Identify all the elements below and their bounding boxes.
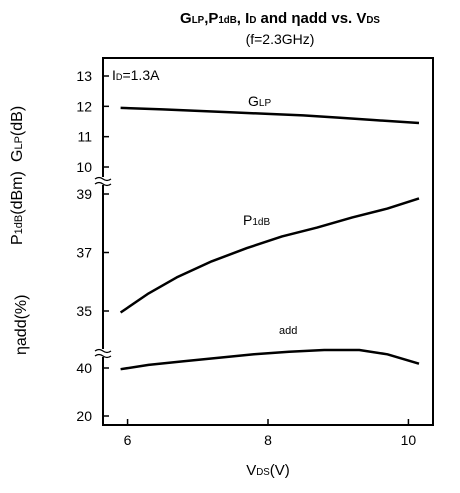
p1db-ytick-label: 37 (76, 245, 92, 261)
panel-p1db: 39 37 35 P1dB(dBm) P1dB (9, 171, 420, 359)
eff-series-line (120, 348, 420, 371)
axis-break-glp (94, 176, 112, 187)
chart-title: GLP,P1dB, ID and ηadd vs. VDS (180, 10, 380, 27)
eff-y-label: ηadd(%) (13, 295, 30, 355)
panel-glp: 13 12 11 10 GLP(dB) GLP (9, 68, 420, 187)
glp-ytick-label: 13 (76, 68, 92, 84)
xtick-label: 10 (401, 432, 417, 448)
p1db-series-line (119, 197, 420, 314)
glp-ytick-label: 11 (77, 129, 92, 145)
xtick-label: 8 (264, 432, 272, 448)
p1db-y-label: P1dB(dBm) (9, 171, 26, 245)
x-axis-label: VDS(V) (246, 462, 290, 479)
chart-subtitle: (f=2.3GHz) (246, 31, 315, 47)
p1db-ytick-label: 39 (76, 186, 92, 202)
glp-y-label: GLP(dB) (9, 106, 26, 162)
glp-ytick-label: 10 (76, 159, 92, 175)
p1db-ytick-label: 35 (76, 303, 92, 319)
p1db-series-label: P1dB (243, 212, 270, 228)
eff-series-label: add (279, 325, 297, 337)
id-annotation: ID=1.3A (112, 67, 160, 83)
glp-ytick-label: 12 (76, 98, 92, 114)
glp-series-line (120, 106, 420, 125)
axis-break-p1db (94, 348, 112, 359)
panel-eff: 40 20 ηadd(%) add (13, 295, 420, 424)
eff-ytick-label: 20 (76, 408, 92, 424)
xtick-label: 6 (124, 432, 132, 448)
eff-ytick-label: 40 (76, 360, 92, 376)
glp-series-label: GLP (248, 93, 271, 109)
